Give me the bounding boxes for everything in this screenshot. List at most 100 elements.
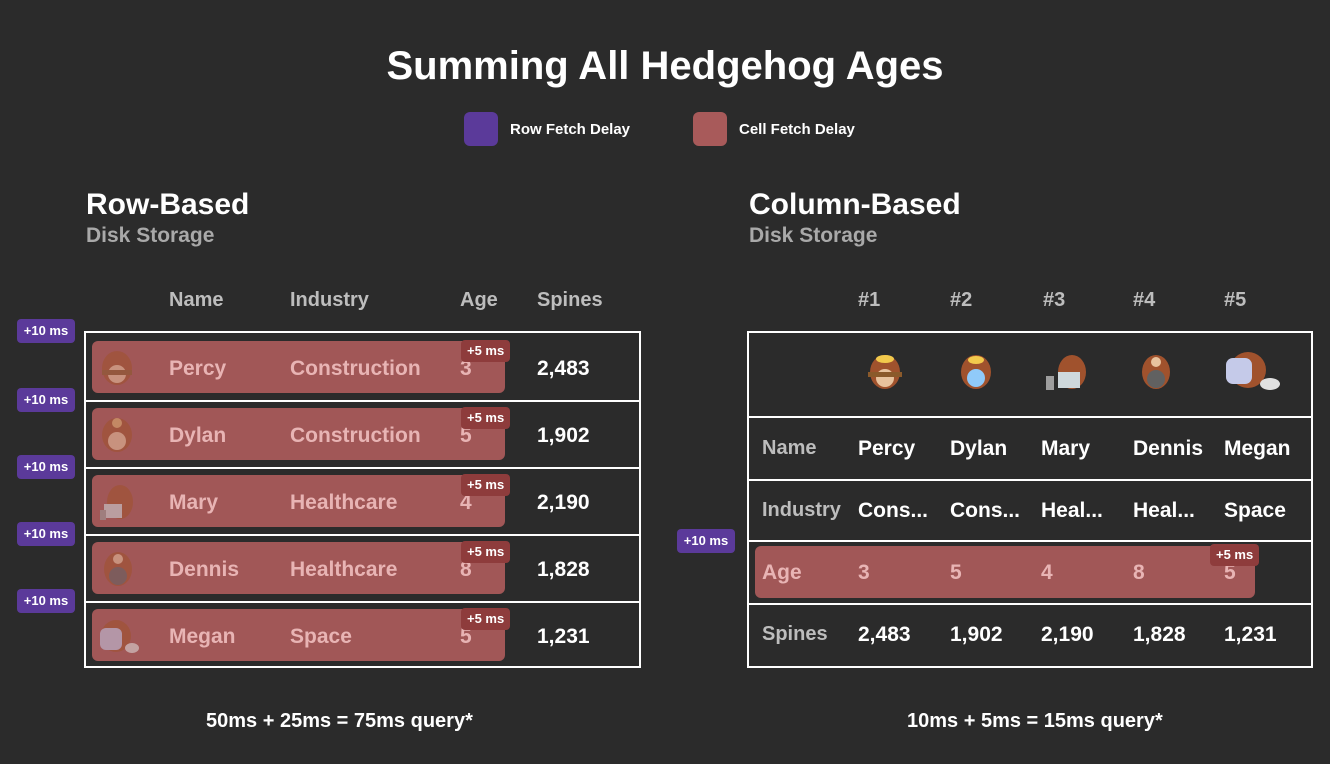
row-label-age: Age [762,561,802,584]
row-based-subtitle: Disk Storage [86,224,215,247]
cell-spines: 1,902 [950,623,1003,646]
row-fetch-tag: +10 ms [17,589,75,613]
cell-name: Dylan [950,437,1008,460]
cell-fetch-tag: +5 ms [461,407,511,429]
column-table [747,331,1313,668]
row-label-name: Name [762,437,817,459]
divider [747,603,1313,605]
cell-name: Megan [1224,437,1291,460]
divider [84,400,641,402]
legend-cell-fetch: Cell Fetch Delay [693,112,855,146]
legend-label: Row Fetch Delay [510,120,631,138]
divider [84,534,641,536]
hedgehog-icon [100,620,139,653]
cell-fetch-tag: +5 ms [1210,544,1260,566]
cell-industry: Cons... [858,499,929,522]
row-fetch-tag: +10 ms [17,388,75,412]
cell-spines: 2,190 [1041,623,1094,646]
divider [747,416,1313,418]
row-label-industry: Industry [762,499,841,521]
cell-spines: 1,828 [1133,623,1186,646]
cell-industry: Cons... [950,499,1021,522]
header-industry: Industry [290,289,369,311]
divider [747,540,1313,542]
divider [84,601,641,603]
table-row-highlight [92,609,505,661]
cell-name: Dennis [1133,437,1204,460]
header-spines: Spines [537,289,603,311]
cell-name: Mary [169,491,219,514]
legend-label: Cell Fetch Delay [739,120,855,138]
cell-age: 5 [950,561,962,584]
table-row-highlight [92,341,505,393]
hedgehog-icon [102,418,132,452]
cell-industry: Space [1224,499,1286,522]
cell-industry: Construction [290,424,421,447]
hedgehog-icon [961,355,991,389]
cell-name: Dennis [169,558,240,581]
hedgehog-icon [1046,355,1086,390]
cell-industry: Healthcare [290,558,398,581]
divider [747,479,1313,481]
hedgehog-icon [1226,352,1280,390]
header-col-3: #3 [1043,289,1066,311]
row-table [84,331,641,668]
cell-spines: 2,483 [537,357,590,380]
cell-age: 3 [460,357,472,380]
hedgehog-icon [100,485,133,520]
column-based-footer: 10ms + 5ms = 15ms query* [907,710,1163,732]
header-name: Name [169,289,224,311]
row-label-spines: Spines [762,623,828,645]
cell-spines: 1,902 [537,424,590,447]
header-col-1: #1 [858,289,881,311]
cell-industry: Heal... [1041,499,1103,522]
cell-name: Megan [169,625,236,648]
table-row-highlight [92,408,505,460]
header-col-4: #4 [1133,289,1156,311]
cell-industry: Space [290,625,352,648]
cell-age: 5 [1224,561,1236,584]
cell-age: 4 [1041,561,1053,584]
hedgehog-icon [104,552,132,586]
row-fetch-tag: +10 ms [17,455,75,479]
cell-age: 4 [460,491,472,514]
legend-swatch-purple [464,112,498,146]
cell-fetch-tag: +5 ms [461,340,511,362]
column-based-subtitle: Disk Storage [749,224,878,247]
divider [84,467,641,469]
header-col-2: #2 [950,289,973,311]
hedgehog-icon [868,355,902,389]
cell-name: Percy [858,437,916,460]
cell-age: 5 [460,424,472,447]
cell-age: 5 [460,625,472,648]
cell-fetch-tag: +5 ms [461,608,511,630]
row-based-title: Row-Based [86,188,250,221]
header-age: Age [460,289,498,311]
column-row-highlight [755,546,1255,598]
hedgehog-icon [1142,355,1170,389]
cell-spines: 2,483 [858,623,911,646]
column-based-title: Column-Based [749,188,961,221]
page-title: Summing All Hedgehog Ages [386,44,944,88]
cell-age: 8 [460,558,472,581]
cell-name: Dylan [169,424,227,447]
cell-spines: 1,828 [537,558,590,581]
cell-industry: Healthcare [290,491,398,514]
cell-industry: Heal... [1133,499,1195,522]
legend-row-fetch: Row Fetch Delay [464,112,630,146]
row-fetch-tag: +10 ms [17,522,75,546]
cell-name: Percy [169,357,227,380]
cell-fetch-tag: +5 ms [461,474,511,496]
cell-fetch-tag: +5 ms [461,541,511,563]
legend-swatch-red [693,112,727,146]
cell-age: 8 [1133,561,1145,584]
cell-name: Mary [1041,437,1091,460]
table-row-highlight [92,475,505,527]
row-based-footer: 50ms + 25ms = 75ms query* [206,710,473,732]
cell-spines: 1,231 [1224,623,1277,646]
cell-age: 3 [858,561,870,584]
table-row-highlight [92,542,505,594]
cell-industry: Construction [290,357,421,380]
row-fetch-tag: +10 ms [677,529,735,553]
hedgehog-icon [102,351,132,385]
